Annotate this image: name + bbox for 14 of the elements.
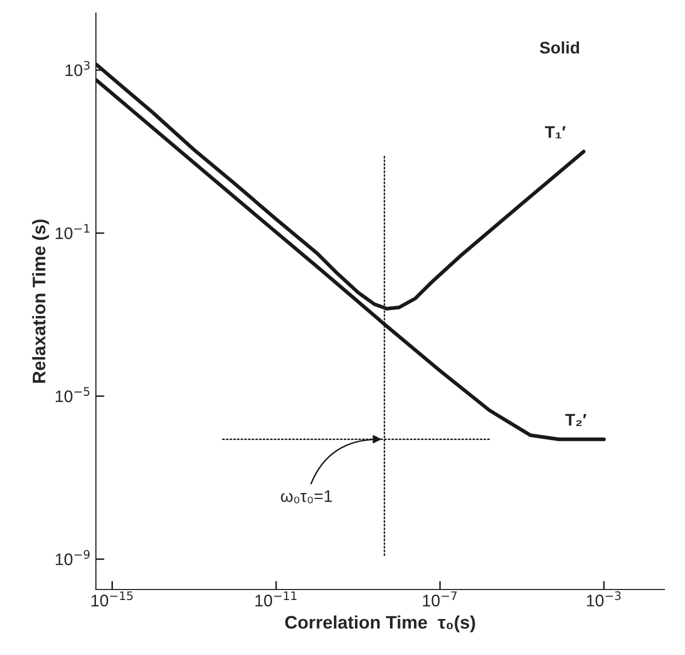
- series-label: T₁′: [544, 126, 566, 138]
- x-tick-label: 10$^{−3}$: [586, 591, 621, 606]
- annotation: ω₀τ₀=1: [280, 490, 332, 504]
- y-axis-title: Relaxation Time (s): [32, 220, 49, 383]
- annotation: Solid: [540, 41, 580, 54]
- series-label: T₂′: [565, 414, 586, 426]
- x-tick-label: 10$^{−7}$: [423, 591, 457, 606]
- y-tick-label: 10$^{3}$: [66, 60, 90, 76]
- y-tick-label: 10$^{−5}$: [56, 387, 90, 402]
- x-axis-title: Correlation Time τ₀(s): [285, 615, 476, 632]
- x-tick-label: 10$^{−11}$: [255, 591, 296, 606]
- x-tick-label: 10$^{−15}$: [92, 591, 133, 606]
- y-tick-label: 10$^{−9}$: [56, 550, 90, 566]
- y-tick-label: 10$^{−1}$: [56, 224, 90, 240]
